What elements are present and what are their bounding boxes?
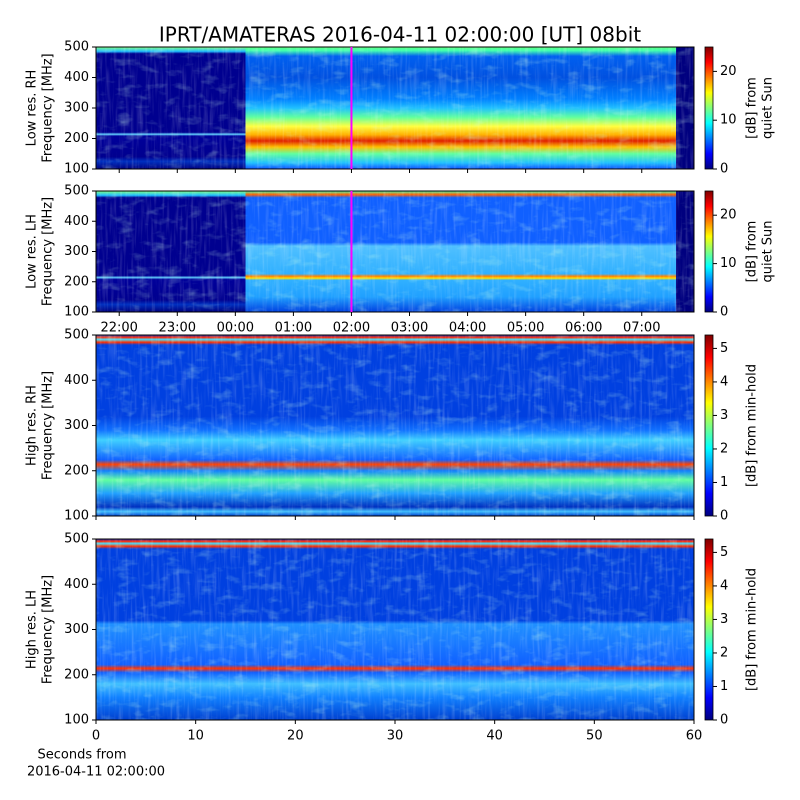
- x-tick-label: 04:00: [449, 321, 486, 336]
- colorbar-tick-label: 0: [720, 162, 728, 177]
- y-axis-label: High res. LH: [25, 590, 40, 669]
- y-tick-label: 400: [64, 70, 89, 85]
- y-tick-label: 300: [64, 418, 89, 433]
- y-axis-label: High res. RH: [25, 385, 40, 466]
- colorbar: [704, 46, 714, 170]
- x-tick-label: 40: [486, 729, 503, 744]
- y-tick-label: 500: [64, 328, 89, 343]
- y-axis-label: Low res. RH: [25, 70, 40, 147]
- spectrogram: [96, 335, 694, 516]
- colorbar-tick-label: 0: [720, 509, 728, 524]
- y-axis-label: Frequency [MHz]: [41, 371, 56, 480]
- colorbar-tick-label: 20: [720, 208, 737, 223]
- colorbar-label: quiet Sun: [761, 77, 776, 139]
- y-tick-label: 500: [64, 532, 89, 547]
- y-tick-label: 100: [64, 713, 89, 728]
- colorbar-tick-label: 2: [720, 645, 728, 660]
- x-tick-label: 20: [287, 729, 304, 744]
- spectrogram: [96, 47, 694, 169]
- x-axis-label: Seconds from: [37, 748, 126, 763]
- colorbar-label: quiet Sun: [761, 220, 776, 282]
- colorbar-label: [dB] from min-hold: [745, 364, 760, 487]
- x-tick-label: 23:00: [159, 321, 196, 336]
- spectrogram: [96, 191, 694, 312]
- colorbar-tick-label: 0: [720, 713, 728, 728]
- colorbar-tick-label: 10: [720, 113, 737, 128]
- colorbar-tick-label: 5: [720, 341, 728, 356]
- x-tick-label: 00:00: [217, 321, 254, 336]
- x-axis-label: 2016-04-11 02:00:00: [27, 765, 165, 780]
- y-tick-label: 300: [64, 101, 89, 116]
- x-tick-label: 50: [586, 729, 603, 744]
- spectrogram-noise: [96, 335, 694, 516]
- x-tick-label: 05:00: [507, 321, 544, 336]
- x-tick-label: 22:00: [100, 321, 137, 336]
- colorbar: [704, 538, 714, 721]
- x-tick-label: 0: [92, 729, 100, 744]
- colorbar-label: [dB] from: [745, 221, 760, 283]
- y-axis-label: Low res. LH: [25, 214, 40, 289]
- colorbar-tick-label: 0: [720, 305, 728, 320]
- spectrogram-noise: [96, 191, 694, 312]
- y-tick-label: 200: [64, 463, 89, 478]
- figure-title: IPRT/AMATERAS 2016-04-11 02:00:00 [UT] 0…: [159, 23, 641, 47]
- y-tick-label: 500: [64, 184, 89, 199]
- y-tick-label: 400: [64, 577, 89, 592]
- colorbar: [704, 190, 714, 313]
- x-tick-label: 10: [187, 729, 204, 744]
- y-axis-label: Frequency [MHz]: [41, 197, 56, 306]
- x-tick-label: 02:00: [333, 321, 370, 336]
- y-axis-label: Frequency [MHz]: [41, 575, 56, 684]
- y-tick-label: 300: [64, 622, 89, 637]
- colorbar-tick-label: 1: [720, 475, 728, 490]
- x-tick-label: 07:00: [623, 321, 660, 336]
- y-tick-label: 400: [64, 373, 89, 388]
- colorbar-tick-label: 20: [720, 64, 737, 79]
- colorbar-tick-label: 10: [720, 256, 737, 271]
- y-tick-label: 300: [64, 244, 89, 259]
- y-tick-label: 500: [64, 40, 89, 55]
- x-tick-label: 60: [686, 729, 703, 744]
- colorbar-tick-label: 4: [720, 374, 728, 389]
- colorbar-tick-label: 5: [720, 545, 728, 560]
- colorbar-tick-label: 1: [720, 679, 728, 694]
- colorbar-label: [dB] from min-hold: [745, 568, 760, 691]
- colorbar-tick-label: 2: [720, 441, 728, 456]
- x-tick-label: 30: [387, 729, 404, 744]
- y-axis-label: Frequency [MHz]: [41, 53, 56, 162]
- colorbar: [704, 334, 714, 517]
- x-tick-label: 03:00: [391, 321, 428, 336]
- colorbar-label: [dB] from: [745, 77, 760, 139]
- y-tick-label: 200: [64, 667, 89, 682]
- spectrogram-noise: [96, 47, 694, 169]
- spectrogram: [96, 539, 694, 720]
- y-tick-label: 400: [64, 214, 89, 229]
- x-tick-label: 01:00: [275, 321, 312, 336]
- y-tick-label: 200: [64, 131, 89, 146]
- y-tick-label: 100: [64, 305, 89, 320]
- colorbar-tick-label: 4: [720, 578, 728, 593]
- colorbar-tick-label: 3: [720, 408, 728, 423]
- y-tick-label: 100: [64, 509, 89, 524]
- spectrogram-noise: [96, 539, 694, 720]
- colorbar-tick-label: 3: [720, 612, 728, 627]
- x-tick-label: 06:00: [565, 321, 602, 336]
- y-tick-label: 200: [64, 274, 89, 289]
- y-tick-label: 100: [64, 162, 89, 177]
